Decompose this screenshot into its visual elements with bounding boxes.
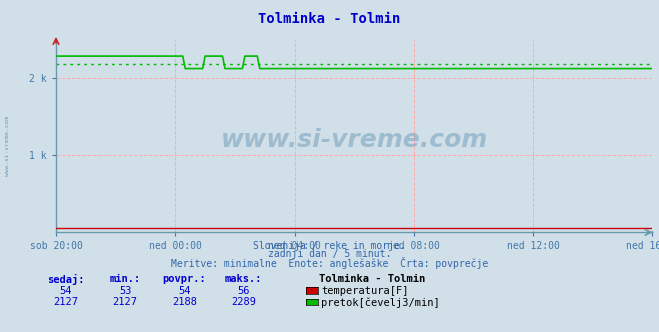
Text: sedaj:: sedaj:	[47, 274, 84, 285]
Text: www.si-vreme.com: www.si-vreme.com	[221, 128, 488, 152]
Text: 56: 56	[238, 286, 250, 295]
Text: 2127: 2127	[113, 297, 138, 307]
Text: 2289: 2289	[231, 297, 256, 307]
Text: 54: 54	[60, 286, 72, 295]
Text: zadnji dan / 5 minut.: zadnji dan / 5 minut.	[268, 249, 391, 259]
Text: 2188: 2188	[172, 297, 197, 307]
Text: Meritve: minimalne  Enote: anglešaške  Črta: povprečje: Meritve: minimalne Enote: anglešaške Črt…	[171, 257, 488, 269]
Text: Tolminka - Tolmin: Tolminka - Tolmin	[319, 274, 426, 284]
Text: 2127: 2127	[53, 297, 78, 307]
Text: 53: 53	[119, 286, 131, 295]
Text: Slovenija / reke in morje.: Slovenija / reke in morje.	[253, 241, 406, 251]
Text: Tolminka - Tolmin: Tolminka - Tolmin	[258, 12, 401, 26]
Text: povpr.:: povpr.:	[163, 274, 206, 284]
Text: temperatura[F]: temperatura[F]	[321, 286, 409, 295]
Text: maks.:: maks.:	[225, 274, 262, 284]
Text: pretok[čevelj3/min]: pretok[čevelj3/min]	[321, 297, 440, 308]
Text: min.:: min.:	[109, 274, 141, 284]
Text: 54: 54	[179, 286, 190, 295]
Text: www.si-vreme.com: www.si-vreme.com	[5, 116, 11, 176]
